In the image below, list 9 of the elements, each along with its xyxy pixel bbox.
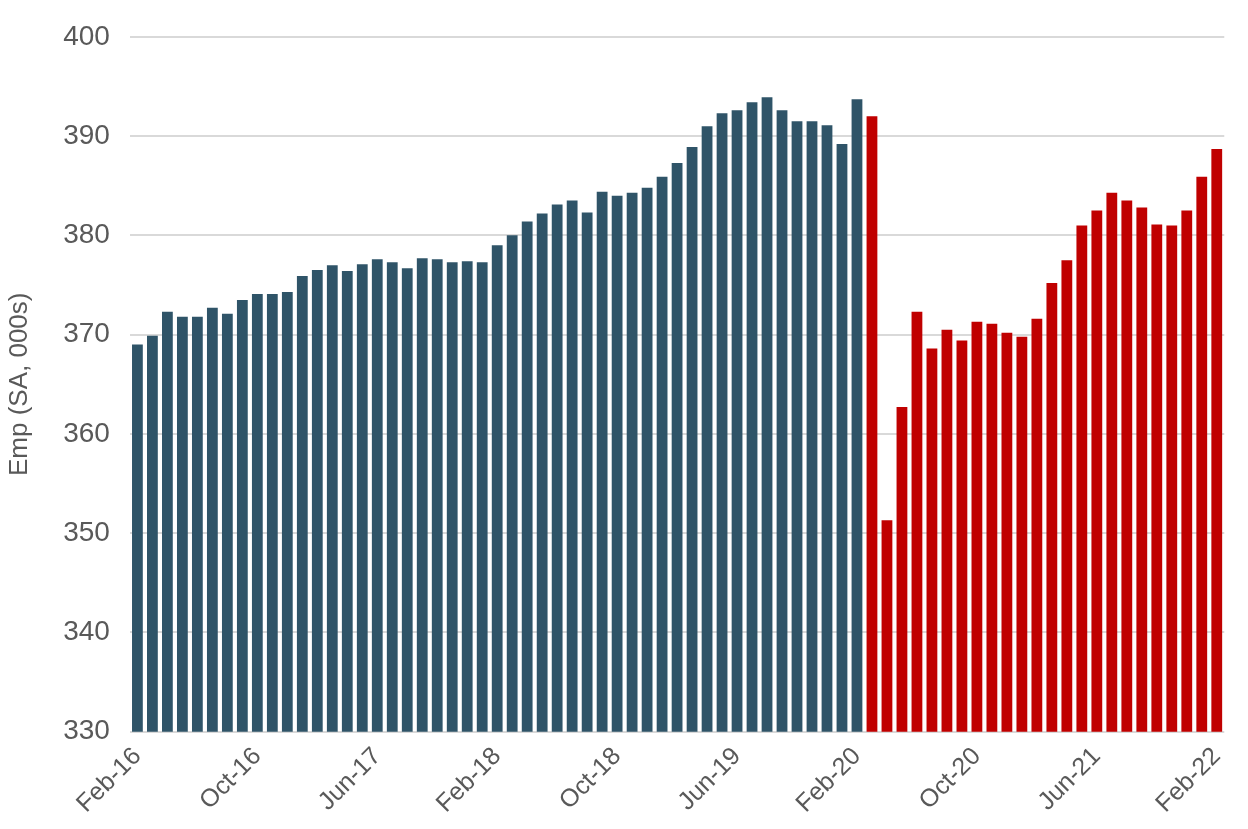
y-tick-label: 400 <box>63 19 110 51</box>
y-tick-label: 360 <box>63 416 110 448</box>
y-tick-label: 370 <box>63 317 110 349</box>
y-tick-label: 390 <box>63 118 110 150</box>
y-tick-label: 350 <box>63 515 110 547</box>
y-tick-label: 380 <box>63 218 110 250</box>
y-axis-title: Emp (SA, 000s) <box>2 292 33 477</box>
y-tick-label: 330 <box>63 714 110 746</box>
y-tick-label: 340 <box>63 615 110 647</box>
